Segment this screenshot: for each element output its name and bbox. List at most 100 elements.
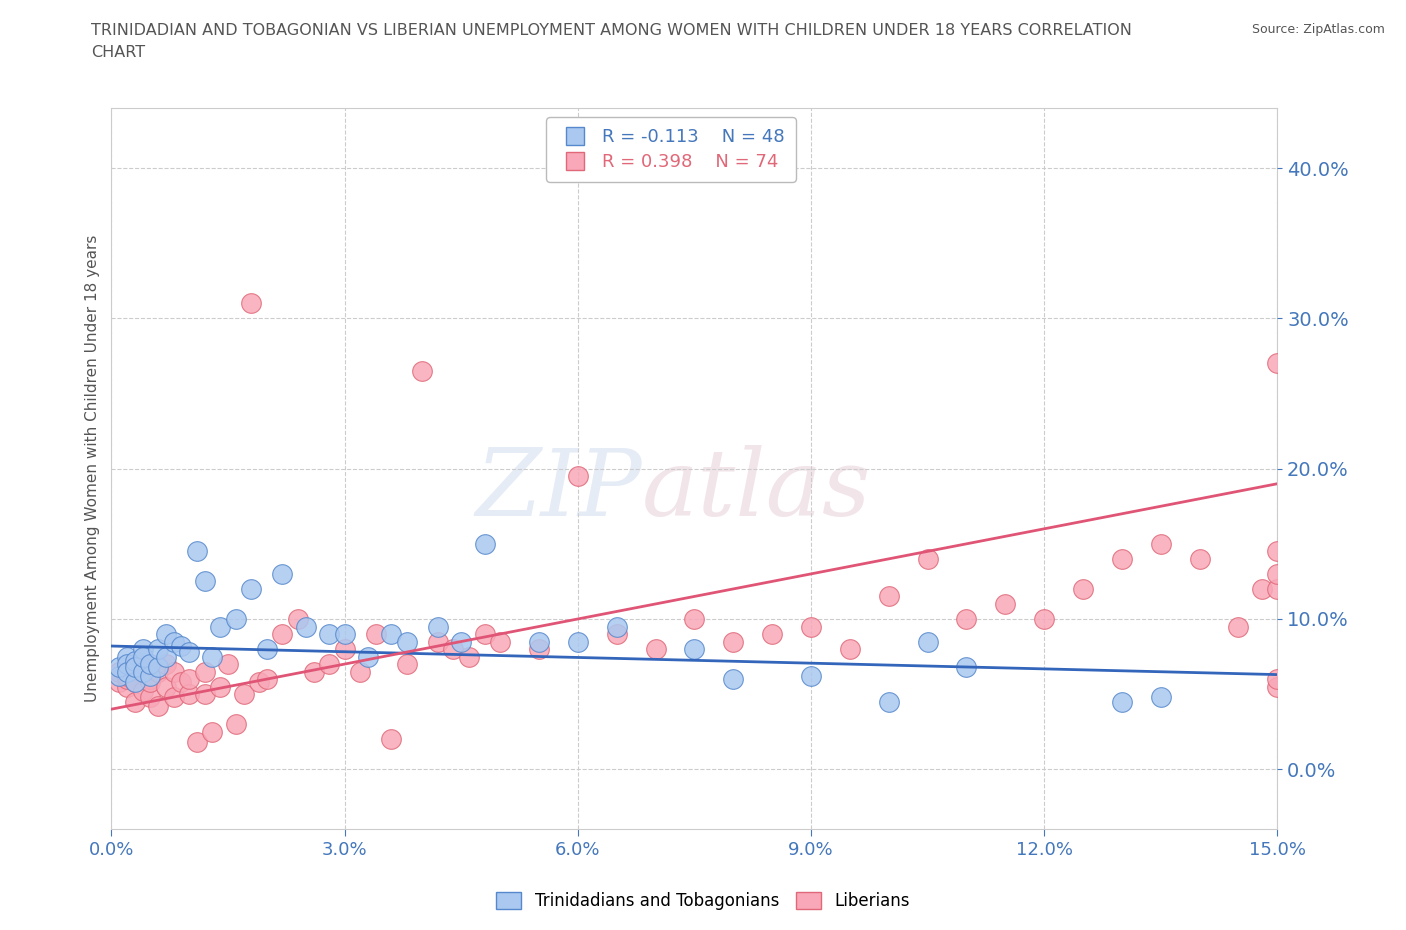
Point xyxy=(606,619,628,634)
Point xyxy=(124,674,146,689)
Point xyxy=(162,664,184,679)
Point xyxy=(380,732,402,747)
Point xyxy=(1265,566,1288,581)
Point xyxy=(606,627,628,642)
Point xyxy=(115,679,138,694)
Point xyxy=(994,596,1017,611)
Point xyxy=(955,612,977,627)
Point xyxy=(108,664,131,679)
Point xyxy=(124,654,146,669)
Point xyxy=(318,627,340,642)
Point xyxy=(838,642,860,657)
Text: ZIP: ZIP xyxy=(475,445,643,536)
Point xyxy=(318,657,340,671)
Point xyxy=(194,664,217,679)
Point xyxy=(108,669,131,684)
Point xyxy=(1188,551,1211,566)
Point xyxy=(1150,690,1173,705)
Y-axis label: Unemployment Among Women with Children Under 18 years: Unemployment Among Women with Children U… xyxy=(86,235,100,702)
Point xyxy=(256,671,278,686)
Point xyxy=(162,690,184,705)
Point xyxy=(567,469,589,484)
Point xyxy=(139,674,162,689)
Point xyxy=(1250,581,1272,596)
Point xyxy=(155,679,177,694)
Point xyxy=(240,296,263,311)
Point xyxy=(146,642,169,657)
Point xyxy=(1265,544,1288,559)
Point xyxy=(1265,679,1288,694)
Point xyxy=(131,684,153,698)
Point xyxy=(146,664,169,679)
Point xyxy=(256,642,278,657)
Legend: R = -0.113    N = 48, R = 0.398    N = 74: R = -0.113 N = 48, R = 0.398 N = 74 xyxy=(547,117,796,182)
Point xyxy=(294,619,316,634)
Point xyxy=(232,686,254,701)
Point xyxy=(1265,356,1288,371)
Point xyxy=(115,664,138,679)
Point xyxy=(139,669,162,684)
Point xyxy=(364,627,387,642)
Point xyxy=(186,735,208,750)
Text: TRINIDADIAN AND TOBAGONIAN VS LIBERIAN UNEMPLOYMENT AMONG WOMEN WITH CHILDREN UN: TRINIDADIAN AND TOBAGONIAN VS LIBERIAN U… xyxy=(91,23,1132,60)
Point xyxy=(683,612,706,627)
Point xyxy=(139,690,162,705)
Point xyxy=(225,717,247,732)
Point xyxy=(170,674,193,689)
Point xyxy=(527,634,550,649)
Point xyxy=(155,649,177,664)
Point xyxy=(115,649,138,664)
Point xyxy=(1033,612,1056,627)
Point xyxy=(240,581,263,596)
Point xyxy=(302,664,325,679)
Point xyxy=(474,537,496,551)
Point xyxy=(209,679,232,694)
Point xyxy=(1227,619,1250,634)
Point xyxy=(124,674,146,689)
Point xyxy=(194,686,217,701)
Point xyxy=(225,612,247,627)
Point xyxy=(877,589,900,604)
Point xyxy=(395,657,418,671)
Point xyxy=(170,639,193,654)
Point xyxy=(450,634,472,649)
Point xyxy=(1071,581,1094,596)
Point xyxy=(124,659,146,674)
Point xyxy=(162,634,184,649)
Point xyxy=(217,657,239,671)
Point xyxy=(917,551,939,566)
Point xyxy=(474,627,496,642)
Point xyxy=(139,671,162,686)
Point xyxy=(800,669,823,684)
Point xyxy=(179,686,201,701)
Text: Source: ZipAtlas.com: Source: ZipAtlas.com xyxy=(1251,23,1385,36)
Point xyxy=(108,659,131,674)
Point xyxy=(917,634,939,649)
Point xyxy=(1265,581,1288,596)
Point xyxy=(131,659,153,674)
Point xyxy=(1265,671,1288,686)
Point xyxy=(441,642,464,657)
Point xyxy=(155,627,177,642)
Point xyxy=(186,544,208,559)
Point xyxy=(761,627,783,642)
Point xyxy=(380,627,402,642)
Point xyxy=(426,619,449,634)
Point xyxy=(146,659,169,674)
Point xyxy=(155,657,177,671)
Point xyxy=(131,664,153,679)
Point xyxy=(115,657,138,671)
Point xyxy=(458,649,481,664)
Point xyxy=(201,649,224,664)
Point xyxy=(115,671,138,686)
Point xyxy=(877,694,900,709)
Point xyxy=(567,634,589,649)
Point xyxy=(201,724,224,739)
Point xyxy=(333,627,356,642)
Point xyxy=(955,659,977,674)
Point xyxy=(527,642,550,657)
Point xyxy=(644,642,666,657)
Point xyxy=(723,671,745,686)
Point xyxy=(723,634,745,649)
Point xyxy=(131,649,153,664)
